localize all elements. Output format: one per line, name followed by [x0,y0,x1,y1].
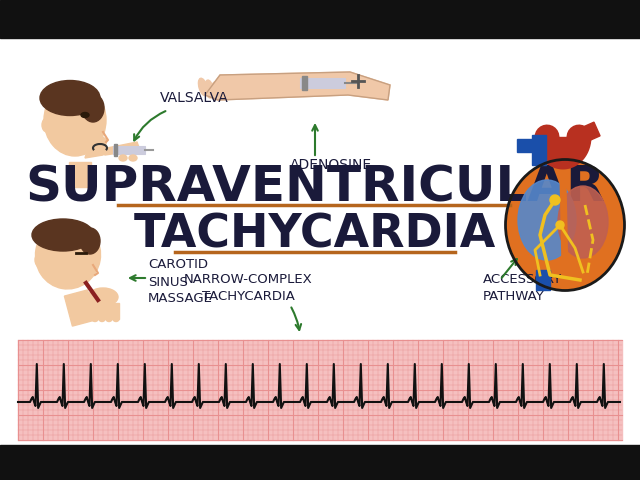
FancyArrow shape [517,139,539,152]
FancyArrow shape [69,162,91,187]
Polygon shape [205,72,390,100]
FancyArrow shape [532,135,546,165]
Ellipse shape [119,155,127,161]
Ellipse shape [35,253,45,267]
Ellipse shape [99,316,105,322]
Ellipse shape [88,288,118,306]
Bar [0,0,640,38]
Ellipse shape [113,316,119,322]
Ellipse shape [558,186,608,258]
Text: TACHYCARDIA: TACHYCARDIA [134,213,496,257]
Bar [113,146,145,154]
Bar [113,303,119,319]
Ellipse shape [223,78,232,96]
Ellipse shape [506,160,624,290]
Ellipse shape [518,180,576,260]
Text: SUPRAVENTRICULAR: SUPRAVENTRICULAR [25,164,605,212]
Bar [300,78,345,88]
Ellipse shape [32,219,94,251]
Ellipse shape [217,80,225,98]
Polygon shape [97,142,140,155]
Bar [302,76,307,90]
FancyArrow shape [554,137,572,165]
Text: CAROTID
SINUS
MASSAGE: CAROTID SINUS MASSAGE [148,259,213,305]
Ellipse shape [40,81,100,116]
Bar [0,445,640,480]
Ellipse shape [129,155,137,161]
Ellipse shape [35,221,100,289]
Ellipse shape [80,228,100,254]
Ellipse shape [205,80,213,98]
Ellipse shape [42,118,52,132]
Ellipse shape [106,316,112,322]
Ellipse shape [556,221,564,229]
Ellipse shape [44,84,106,156]
Text: NARROW-COMPLEX
TACHYCARDIA: NARROW-COMPLEX TACHYCARDIA [184,273,312,303]
Bar [92,303,98,319]
FancyArrow shape [576,122,600,144]
Ellipse shape [550,195,560,205]
Ellipse shape [82,94,104,122]
Ellipse shape [211,82,219,100]
Text: ACCESSORY
PATHWAY: ACCESSORY PATHWAY [483,273,562,303]
Polygon shape [85,130,107,158]
FancyArrow shape [65,290,95,326]
Ellipse shape [81,112,89,118]
Ellipse shape [92,316,98,322]
Bar [114,144,117,156]
FancyArrow shape [536,270,550,290]
Ellipse shape [198,78,207,96]
Bar [106,303,112,319]
Text: ADENOSINE: ADENOSINE [290,158,372,172]
Bar [18,340,622,440]
Bar [99,303,105,319]
Text: VALSALVA: VALSALVA [160,91,228,105]
